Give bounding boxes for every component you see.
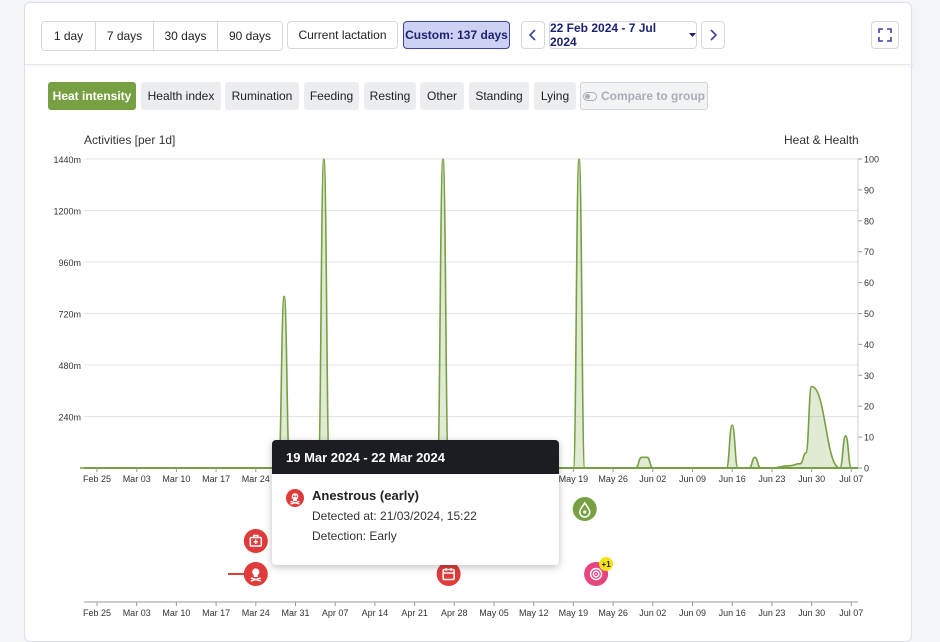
caret-down-icon — [689, 32, 696, 37]
tab-feeding[interactable]: Feeding — [304, 82, 359, 110]
period-90-days[interactable]: 90 days — [218, 22, 282, 50]
current-lactation-button[interactable]: Current lactation — [287, 21, 398, 49]
previous-period-button[interactable] — [521, 21, 545, 49]
skull-icon — [286, 489, 304, 512]
toggle-icon — [583, 91, 597, 101]
tab-heat-intensity[interactable]: Heat intensity — [48, 82, 136, 110]
chevron-left-icon — [528, 29, 536, 41]
custom-period-button[interactable]: Custom: 137 days — [403, 21, 510, 49]
period-1-day[interactable]: 1 day — [42, 22, 96, 50]
tab-rumination[interactable]: Rumination — [225, 82, 299, 110]
period-selector: 1 day 7 days 30 days 90 days — [41, 21, 283, 51]
chevron-right-icon — [710, 29, 718, 41]
period-30-days[interactable]: 30 days — [154, 22, 218, 50]
tooltip-date-range: 19 Mar 2024 - 22 Mar 2024 — [272, 440, 559, 474]
tooltip-detection-type: Detection: Early — [312, 529, 397, 543]
tab-lying[interactable]: Lying — [534, 82, 576, 110]
next-period-button[interactable] — [701, 21, 725, 49]
tab-other[interactable]: Other — [420, 82, 464, 110]
tooltip-event-title: Anestrous (early) — [312, 488, 419, 503]
tooltip-detected-at: Detected at: 21/03/2024, 15:22 — [312, 509, 477, 523]
date-range-picker[interactable]: 22 Feb 2024 - 7 Jul 2024 — [549, 21, 697, 49]
y2-axis-title: Heat & Health — [784, 133, 859, 147]
toolbar: 1 day 7 days 30 days 90 days Current lac… — [25, 3, 913, 65]
date-range-label: 22 Feb 2024 - 7 Jul 2024 — [550, 21, 657, 49]
compare-to-group-label: Compare to group — [601, 89, 705, 103]
event-tooltip: 19 Mar 2024 - 22 Mar 2024 Anestrous (ear… — [272, 440, 559, 565]
tab-resting[interactable]: Resting — [364, 82, 416, 110]
fullscreen-button[interactable] — [871, 21, 899, 49]
tab-health-index[interactable]: Health index — [141, 82, 221, 110]
y-axis-title: Activities [per 1d] — [84, 133, 176, 147]
tab-standing[interactable]: Standing — [469, 82, 529, 110]
period-7-days[interactable]: 7 days — [96, 22, 154, 50]
expand-icon — [878, 28, 892, 42]
compare-to-group-toggle[interactable]: Compare to group — [580, 82, 708, 110]
